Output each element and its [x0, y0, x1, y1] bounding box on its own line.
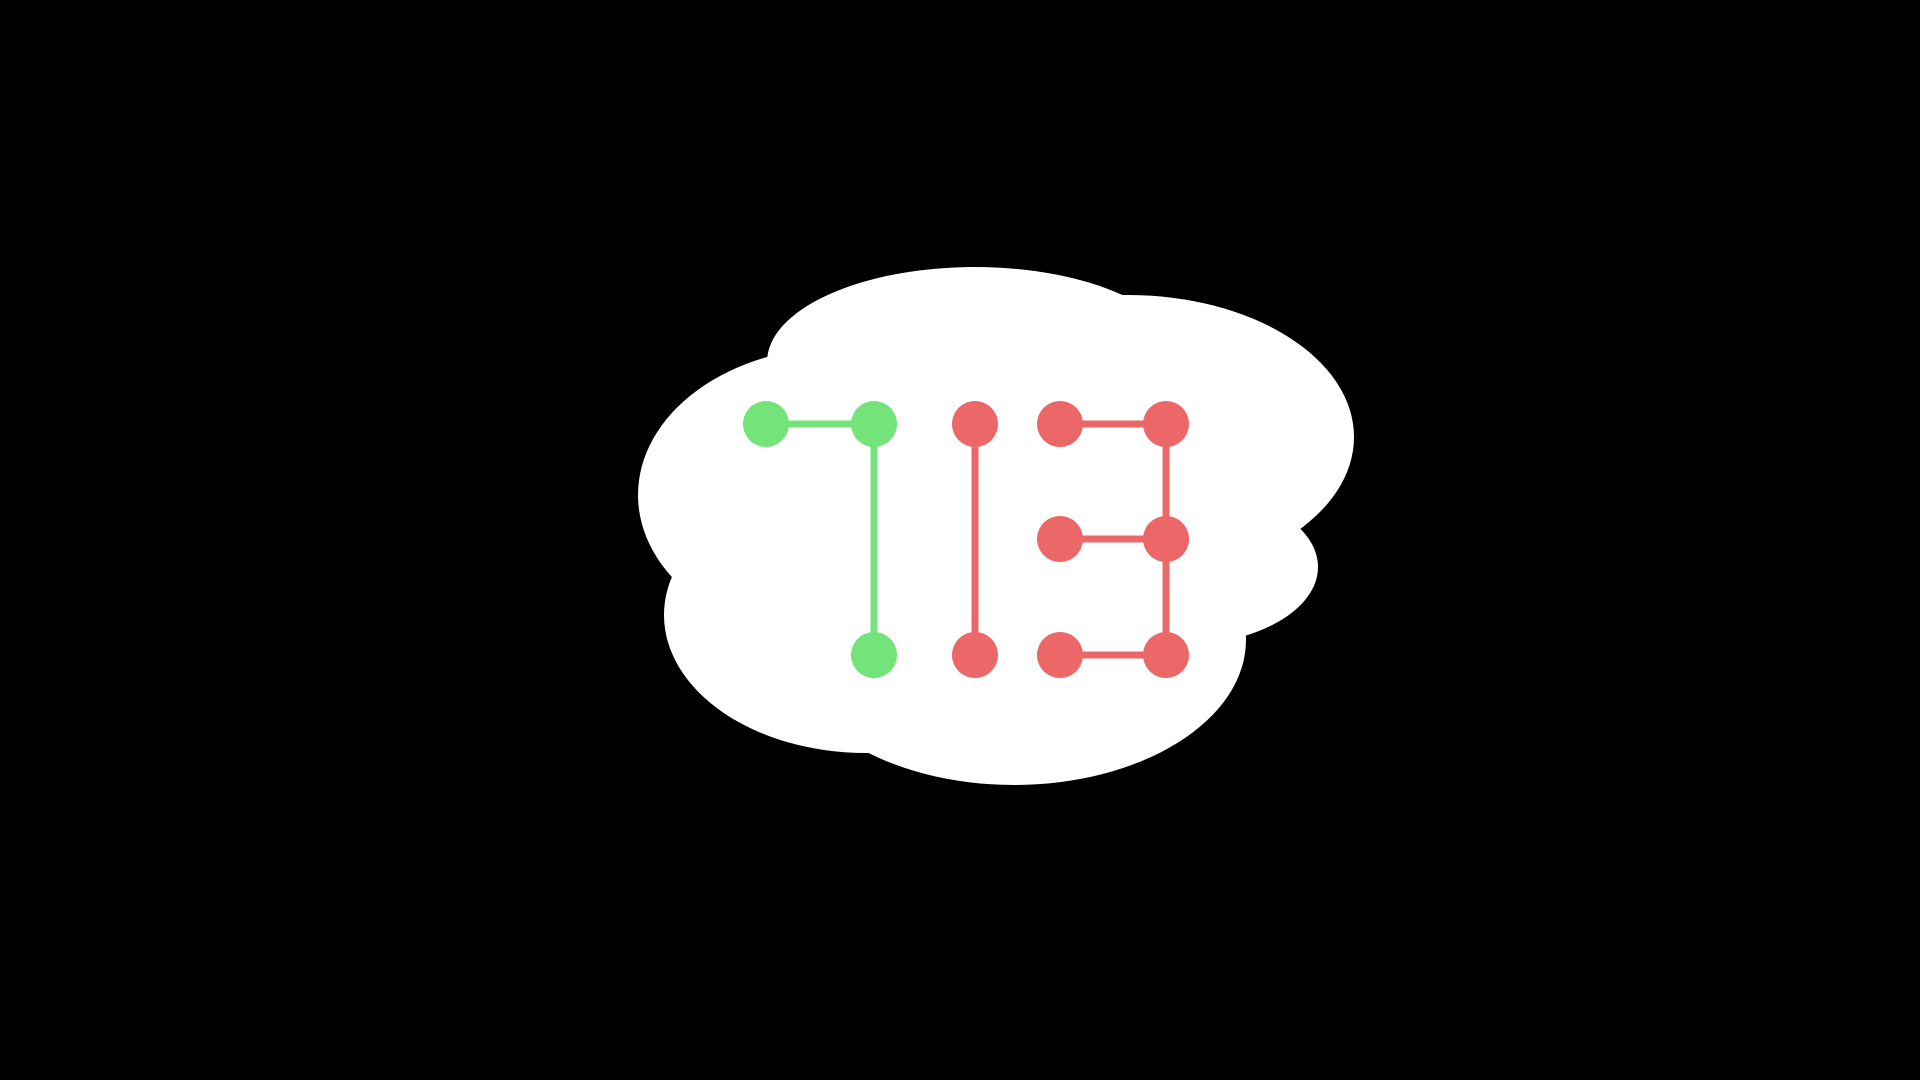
digit-node — [1037, 516, 1083, 562]
digit-node — [1143, 516, 1189, 562]
digit-node — [743, 401, 789, 447]
digit-node — [952, 401, 998, 447]
digit-7 — [743, 401, 897, 678]
cloud — [638, 267, 1354, 785]
digit-1 — [952, 401, 998, 678]
digit-node — [1143, 401, 1189, 447]
number-display — [743, 401, 1189, 678]
digit-node — [1037, 632, 1083, 678]
digit-node — [851, 632, 897, 678]
digit-node — [851, 401, 897, 447]
digit-node — [952, 632, 998, 678]
digit-3 — [1037, 401, 1189, 678]
digit-node — [1037, 401, 1083, 447]
digit-node — [1143, 632, 1189, 678]
